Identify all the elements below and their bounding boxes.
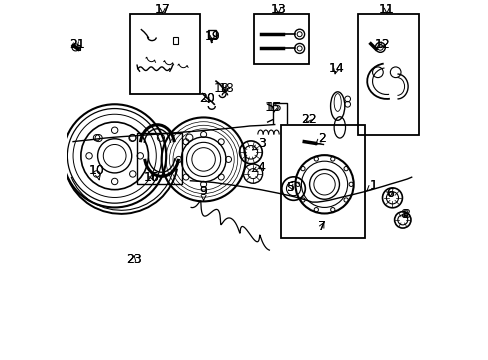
Text: 18: 18	[213, 82, 229, 95]
Circle shape	[375, 42, 385, 52]
Text: 8: 8	[401, 208, 409, 221]
Text: 16: 16	[144, 171, 160, 184]
Text: 12: 12	[374, 39, 389, 51]
Text: 9: 9	[199, 185, 207, 201]
Text: 10: 10	[89, 163, 104, 180]
Text: 2: 2	[315, 132, 325, 145]
Text: 11: 11	[378, 3, 394, 16]
Bar	[207, 30, 216, 39]
Text: 21: 21	[69, 39, 84, 51]
Text: 19: 19	[204, 30, 220, 43]
Text: 14: 14	[328, 62, 344, 75]
Text: 19: 19	[204, 30, 220, 43]
Text: 20: 20	[199, 93, 215, 105]
Text: 7: 7	[317, 220, 325, 233]
Text: 1: 1	[366, 179, 376, 192]
Bar	[137, 133, 182, 184]
Text: 8: 8	[400, 208, 408, 221]
Text: 23: 23	[125, 252, 141, 266]
Text: 10: 10	[89, 163, 104, 177]
Text: 17: 17	[154, 3, 170, 16]
Text: 3: 3	[252, 137, 265, 150]
Text: 3: 3	[258, 137, 265, 150]
Bar	[130, 14, 200, 94]
Bar	[281, 125, 365, 238]
Text: 4: 4	[252, 161, 265, 174]
Text: 22: 22	[300, 113, 316, 126]
Text: 5: 5	[287, 181, 295, 194]
Bar	[358, 14, 418, 135]
Text: 4: 4	[257, 161, 265, 174]
Text: 12: 12	[374, 39, 389, 51]
Text: 20: 20	[199, 93, 215, 105]
Text: 13: 13	[270, 3, 285, 16]
Text: 2: 2	[318, 132, 325, 145]
Text: 17: 17	[154, 3, 170, 16]
Bar	[254, 14, 308, 64]
Text: 6: 6	[386, 187, 393, 200]
Bar	[172, 37, 177, 44]
Text: 16: 16	[144, 171, 160, 184]
Text: 9: 9	[199, 185, 207, 198]
Text: 14: 14	[328, 62, 344, 75]
Text: 23: 23	[125, 252, 141, 266]
Text: 1: 1	[368, 179, 376, 192]
Text: 7: 7	[317, 220, 325, 233]
Text: 11: 11	[378, 3, 394, 16]
Text: 6: 6	[386, 187, 393, 200]
Text: 13: 13	[270, 3, 285, 16]
Text: 5: 5	[287, 181, 295, 194]
Text: 15: 15	[266, 101, 282, 114]
Text: 15: 15	[264, 101, 280, 114]
Text: 22: 22	[300, 113, 316, 126]
Text: 18: 18	[218, 82, 234, 95]
Text: 21: 21	[69, 39, 84, 51]
